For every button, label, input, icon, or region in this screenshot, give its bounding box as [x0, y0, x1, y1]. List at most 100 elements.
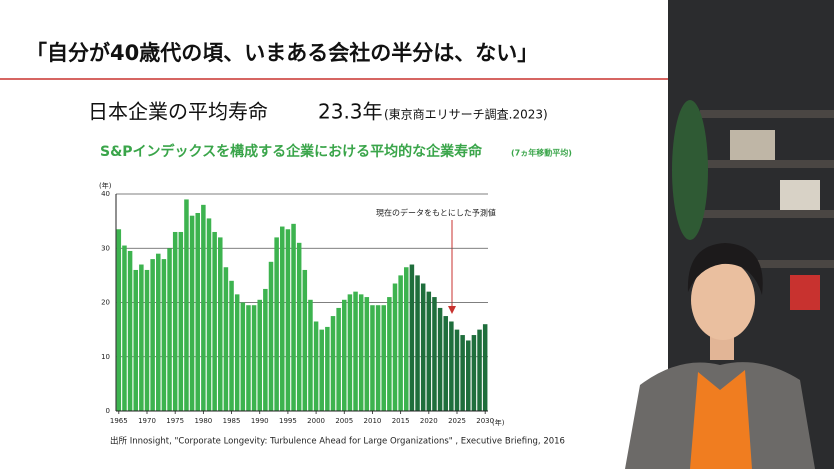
x-tick-label: 1975 [166, 417, 184, 425]
x-tick-label: 2005 [335, 417, 353, 425]
shelf [700, 160, 834, 168]
bar [285, 229, 291, 411]
slide-title: 「自分が40歳代の頃、いまある会社の半分は、ない」 [26, 41, 538, 65]
chart-title: S&Pインデックスを構成する企業における平均的な企業寿命 [100, 143, 483, 160]
y-axis-label: (年) [99, 181, 112, 190]
bar [122, 245, 127, 411]
shelf [700, 210, 834, 218]
arrow-head [448, 306, 456, 314]
bar [127, 250, 133, 411]
bar [404, 267, 409, 411]
bar [274, 237, 279, 411]
face [691, 260, 755, 340]
y-tick-label: 10 [101, 353, 110, 361]
bar [454, 329, 460, 411]
bar [449, 321, 454, 411]
bar [296, 242, 302, 411]
bar [409, 264, 415, 411]
x-tick-label: 2000 [307, 417, 325, 425]
subtitle-value: 23.3年 [318, 100, 383, 124]
bar [426, 291, 432, 411]
bar [432, 297, 437, 411]
books [730, 130, 775, 160]
bar [443, 316, 448, 411]
bar [156, 253, 161, 411]
bar [375, 305, 381, 411]
bar [336, 307, 341, 411]
x-tick-label: 2030 [476, 417, 494, 425]
x-tick-label: 2010 [364, 417, 382, 425]
bar [466, 340, 471, 411]
bar [330, 316, 336, 411]
bar [172, 231, 178, 411]
bar [144, 269, 150, 411]
bar [477, 329, 482, 411]
bar [195, 212, 200, 411]
bar [206, 218, 212, 411]
bar [370, 305, 375, 411]
bar [246, 305, 251, 411]
bar [325, 326, 330, 411]
bar [184, 199, 189, 411]
bar [308, 299, 313, 411]
bar [240, 302, 246, 411]
x-tick-label: 2025 [448, 417, 466, 425]
shelf [700, 110, 834, 118]
bar [347, 294, 353, 411]
bar [263, 288, 268, 411]
bar [398, 275, 403, 411]
x-tick-label: 1965 [110, 417, 128, 425]
subtitle-source: (東京商エリサーチ調査.2023) [384, 107, 548, 122]
bar [268, 261, 274, 411]
bar [358, 294, 364, 411]
bar [420, 283, 426, 411]
bar [212, 231, 217, 411]
bar [381, 305, 386, 411]
y-tick-label: 30 [101, 244, 110, 252]
source: 出所 Innosight, "Corporate Longevity: Turb… [110, 436, 565, 447]
bar [280, 226, 285, 411]
bar [471, 335, 477, 411]
y-tick-label: 40 [101, 190, 110, 198]
bar [116, 229, 122, 411]
chart-subtitle: (7ヵ年移動平均) [511, 148, 572, 158]
bar [342, 299, 347, 411]
x-tick-label: 2020 [420, 417, 438, 425]
bar [133, 269, 138, 411]
bar [229, 280, 234, 411]
bar [364, 297, 370, 411]
bar [139, 264, 144, 411]
y-tick-label: 20 [101, 299, 110, 307]
bar [178, 231, 184, 411]
bar [353, 291, 358, 411]
x-axis-label: (年) [492, 418, 505, 427]
bar [234, 294, 240, 411]
bar [302, 269, 308, 411]
shelf [700, 260, 834, 268]
bar [201, 204, 206, 411]
bar [387, 297, 392, 411]
bar [150, 259, 155, 411]
x-tick-label: 1980 [194, 417, 212, 425]
x-tick-label: 1995 [279, 417, 297, 425]
video-panel [625, 0, 834, 469]
bar [251, 305, 257, 411]
bar [223, 267, 229, 411]
bar [482, 324, 488, 411]
bar [257, 299, 262, 411]
bar [161, 259, 167, 411]
bar [415, 275, 420, 411]
plant [672, 100, 708, 240]
shirt [690, 370, 752, 469]
bar [319, 329, 324, 411]
x-tick-label: 2015 [392, 417, 410, 425]
x-tick-label: 1990 [251, 417, 269, 425]
annotation: 現在のデータをもとにした予測値 [376, 208, 496, 218]
y-tick-label: 0 [106, 407, 110, 415]
bar [313, 321, 319, 411]
bar [460, 335, 465, 411]
bar [437, 307, 443, 411]
bar [189, 215, 195, 411]
x-tick-label: 1985 [223, 417, 241, 425]
